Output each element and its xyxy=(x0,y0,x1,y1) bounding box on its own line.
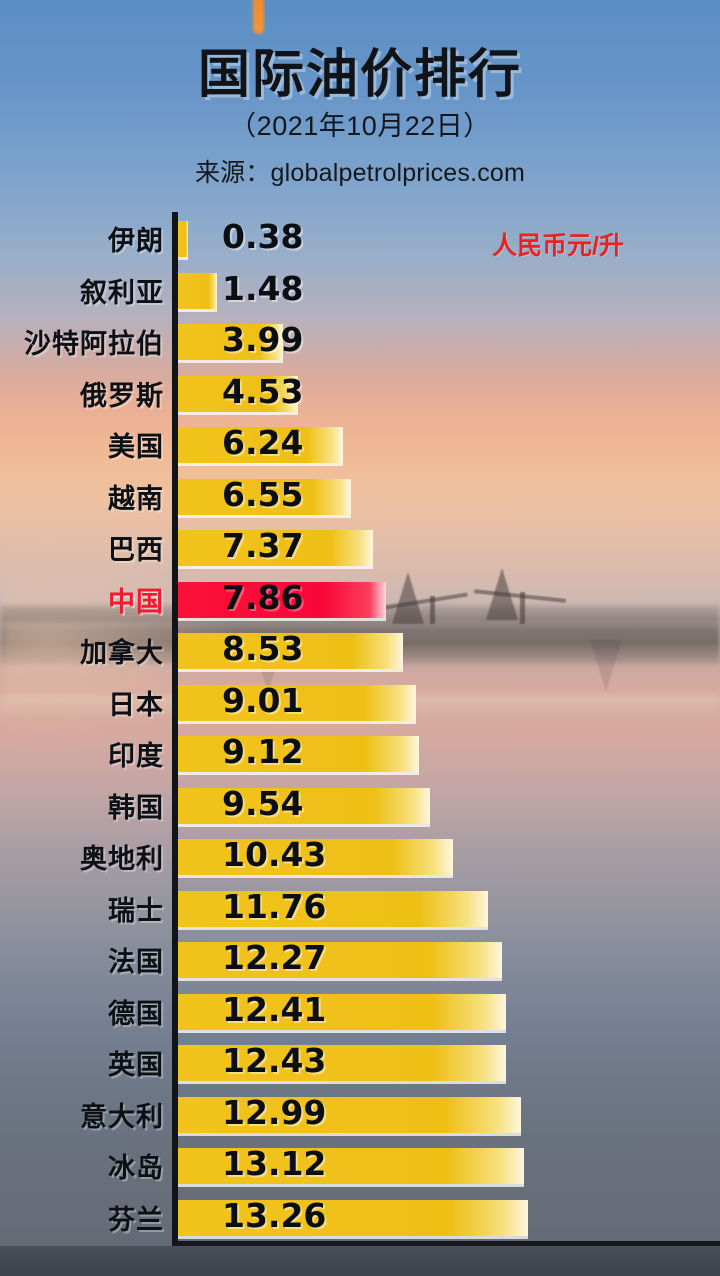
value-bar xyxy=(178,427,343,463)
value-bar xyxy=(178,890,489,927)
chart-row: 奥地利 10.43 xyxy=(0,834,720,885)
chart-row: 加拿大 8.53 xyxy=(0,628,720,679)
chart-row: 叙利亚 1.48 xyxy=(0,268,720,319)
value-bar xyxy=(178,1096,521,1133)
chart-row: 越南 6.55 xyxy=(0,474,720,525)
chart-row: 韩国 9.54 xyxy=(0,783,720,834)
chart-row: 瑞士 11.76 xyxy=(0,886,720,937)
vertical-axis-line xyxy=(172,212,178,1246)
value-bar xyxy=(178,1045,507,1081)
chart-row: 美国 6.24 xyxy=(0,422,720,473)
chart-row: 意大利 12.99 xyxy=(0,1092,720,1143)
category-label: 印度 xyxy=(108,741,164,772)
category-label: 德国 xyxy=(108,998,164,1030)
category-label: 英国 xyxy=(108,1050,164,1081)
category-label: 意大利 xyxy=(80,1101,164,1133)
horizontal-axis-line xyxy=(172,1241,720,1246)
value-label: 13.12 xyxy=(222,1144,327,1183)
chart-row: 英国 12.43 xyxy=(0,1040,720,1091)
value-bar xyxy=(178,581,386,618)
value-bar xyxy=(178,839,454,875)
oil-derrick-icon xyxy=(392,572,424,624)
category-label: 伊朗 xyxy=(108,226,164,257)
value-label: 3.99 xyxy=(222,320,304,359)
source-credit: 来源：globalpetrolprices.com xyxy=(194,159,526,187)
value-bar xyxy=(178,736,419,772)
category-label: 日本 xyxy=(108,689,164,721)
category-label: 俄罗斯 xyxy=(80,380,164,412)
value-bar xyxy=(178,942,502,978)
chart-row: 冰岛 13.12 xyxy=(0,1143,720,1194)
value-bar xyxy=(178,633,404,669)
value-bar xyxy=(178,787,430,824)
chart-row: 中国 7.86 xyxy=(0,577,720,628)
chart-row: 法国 12.27 xyxy=(0,937,720,988)
chart-row: 印度 9.12 xyxy=(0,731,720,782)
value-label: 7.86 xyxy=(222,577,304,617)
value-bar xyxy=(178,272,218,309)
value-label: 1.48 xyxy=(222,268,304,308)
value-label: 9.12 xyxy=(222,732,304,771)
pump-jack-icon xyxy=(430,596,435,624)
value-bar xyxy=(178,1148,525,1184)
category-label: 法国 xyxy=(108,947,164,978)
value-label: 12.99 xyxy=(222,1092,327,1132)
value-label: 12.27 xyxy=(222,938,327,977)
category-label: 越南 xyxy=(108,483,164,515)
chart-row: 德国 12.41 xyxy=(0,989,720,1040)
category-label: 奥地利 xyxy=(80,844,164,875)
bottom-dark-band xyxy=(0,1246,720,1276)
category-label: 冰岛 xyxy=(108,1153,164,1184)
value-label: 0.38 xyxy=(222,217,304,256)
category-label: 沙特阿拉伯 xyxy=(24,329,164,360)
value-bar xyxy=(178,221,189,257)
category-label: 韩国 xyxy=(108,792,164,824)
value-bar xyxy=(178,324,284,360)
value-label: 12.41 xyxy=(222,989,327,1029)
chart-row: 芬兰 13.26 xyxy=(0,1195,720,1246)
category-label: 美国 xyxy=(108,432,164,463)
chart-row: 伊朗 0.38 xyxy=(0,216,720,267)
pump-jack-icon xyxy=(520,592,525,624)
value-label: 7.37 xyxy=(222,526,304,565)
value-label: 6.55 xyxy=(222,474,304,514)
value-bar xyxy=(178,530,373,566)
value-label: 9.01 xyxy=(222,680,304,720)
value-label: 11.76 xyxy=(222,886,327,926)
unit-label: 人民币元/升 xyxy=(492,232,624,260)
value-label: 6.24 xyxy=(222,423,304,462)
value-bar xyxy=(178,478,351,515)
chart-row: 巴西 7.37 xyxy=(0,525,720,576)
value-label: 13.26 xyxy=(222,1195,327,1235)
category-label: 巴西 xyxy=(108,535,164,566)
value-label: 10.43 xyxy=(222,835,327,874)
chart-row: 沙特阿拉伯 3.99 xyxy=(0,319,720,370)
orange-marker-icon xyxy=(253,0,264,34)
value-label: 9.54 xyxy=(222,783,304,823)
value-bar xyxy=(178,684,416,721)
value-bar xyxy=(178,1199,529,1236)
category-label: 芬兰 xyxy=(108,1204,164,1236)
page-title: 国际油价排行 xyxy=(197,45,522,105)
value-label: 8.53 xyxy=(222,629,304,668)
value-bar xyxy=(178,993,506,1030)
value-label: 4.53 xyxy=(222,371,304,411)
chart-row: 日本 9.01 xyxy=(0,680,720,731)
category-label: 瑞士 xyxy=(108,895,164,927)
category-label: 加拿大 xyxy=(80,638,164,669)
chart-row: 俄罗斯 4.53 xyxy=(0,371,720,422)
value-bar xyxy=(178,375,298,412)
category-label: 中国 xyxy=(108,586,164,618)
value-label: 12.43 xyxy=(222,1041,327,1080)
date-subtitle: （2021年10月22日） xyxy=(229,111,491,141)
category-label: 叙利亚 xyxy=(80,277,164,309)
